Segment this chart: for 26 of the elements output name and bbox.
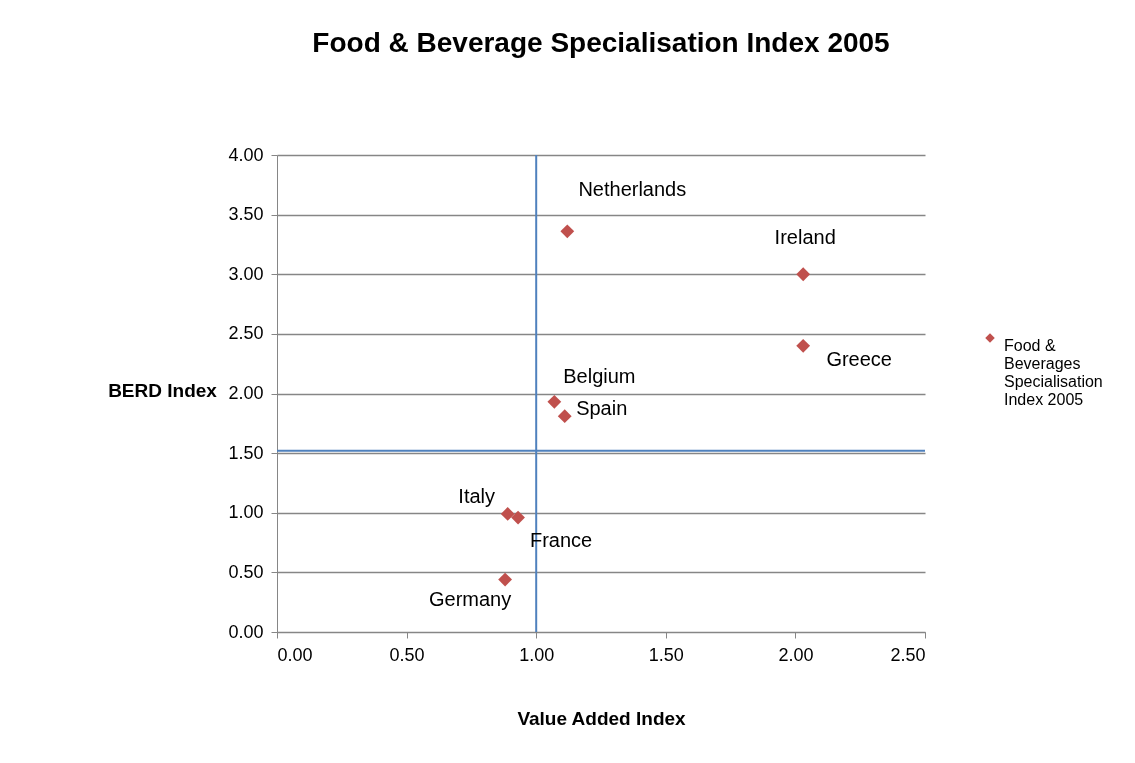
legend-label: Food & Beverages Specialisation Index 2005 [1004, 337, 1103, 408]
y-axis-title: BERD Index [108, 379, 218, 401]
y-tick-label: 4.00 [228, 144, 264, 165]
y-tick-label: 3.00 [228, 263, 264, 284]
y-tick-label: 2.50 [228, 323, 264, 344]
annotation: Greece [826, 347, 892, 370]
x-tick-label: 1.00 [519, 644, 555, 665]
y-tick-label: 0.00 [228, 621, 264, 642]
annotation: Ireland [774, 226, 836, 249]
y-tick-label: 0.50 [228, 561, 264, 582]
y-tick-label: 3.50 [228, 204, 264, 225]
y-tick-label: 1.50 [228, 442, 264, 463]
x-tick-label: 2.00 [778, 644, 814, 665]
x-tick-label: 1.50 [648, 644, 684, 665]
x-axis-title: Value Added Index [517, 707, 687, 729]
chart-title: Food & Beverage Specialisation Index 2005 [312, 27, 890, 58]
annotation: Italy [458, 484, 496, 507]
x-tick-label: 2.50 [890, 644, 926, 665]
y-tick-label: 1.00 [228, 502, 264, 523]
annotation: Netherlands [578, 178, 687, 201]
annotation: Germany [428, 587, 512, 610]
x-tick-label: 0.00 [277, 644, 313, 665]
y-tick-label: 2.00 [228, 383, 264, 403]
x-tick-label: 0.50 [389, 644, 425, 665]
annotation: Spain [576, 397, 628, 420]
annotation: Belgium [563, 364, 636, 387]
